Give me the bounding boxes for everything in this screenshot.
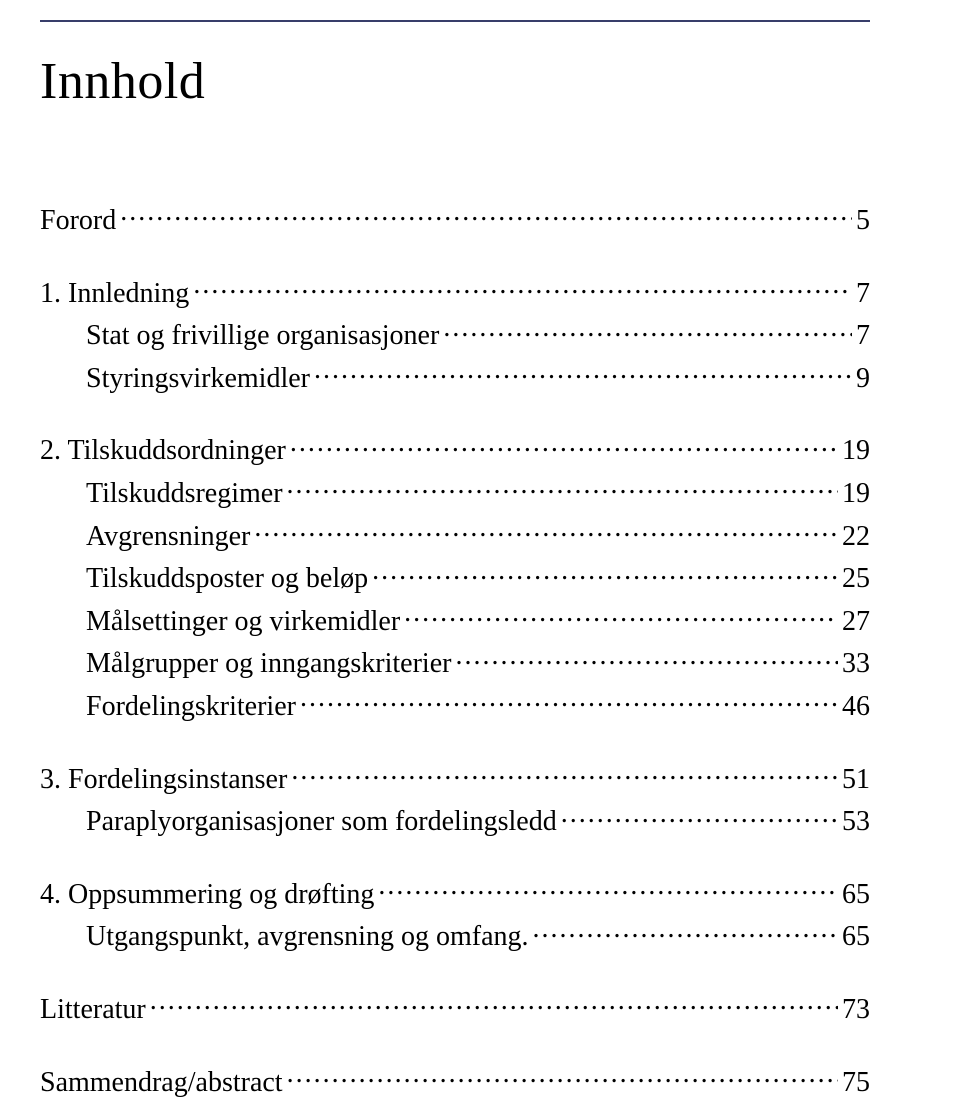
toc-entry-forord: Forord 5: [40, 201, 870, 238]
toc-page: 53: [842, 805, 870, 839]
toc-label: Avgrensninger: [86, 520, 250, 554]
toc-page: 75: [842, 1066, 870, 1099]
toc-leader-dots: [455, 644, 838, 672]
toc-label: Forord: [40, 204, 116, 238]
toc-leader-dots: [404, 602, 838, 630]
toc-entry-s4-1: Utgangspunkt, avgrensning og omfang. 65: [40, 917, 870, 954]
page: Innhold Forord 5 1. Innledning 7 Stat og…: [0, 0, 960, 1055]
toc-entry-s2: 2. Tilskuddsordninger 19: [40, 431, 870, 468]
toc-label: 1. Innledning: [40, 277, 189, 311]
toc-leader-dots: [443, 316, 852, 344]
toc-leader-dots: [254, 517, 838, 545]
toc-leader-dots: [314, 359, 852, 387]
toc-page: 7: [856, 277, 870, 311]
spacer: [40, 244, 870, 274]
toc-label: Styringsvirkemidler: [86, 362, 310, 396]
toc-leader-dots: [533, 917, 839, 945]
toc-label: 4. Oppsummering og drøfting: [40, 878, 374, 912]
toc-entry-s2-1: Tilskuddsregimer 19: [40, 474, 870, 511]
toc-page: 5: [856, 204, 870, 238]
spacer: [40, 401, 870, 431]
toc-label: Stat og frivillige organisasjoner: [86, 319, 439, 353]
toc-entry-s2-6: Fordelingskriterier 46: [40, 687, 870, 724]
toc-page: 7: [856, 319, 870, 353]
toc-page: 9: [856, 362, 870, 396]
page-title: Innhold: [40, 52, 870, 111]
toc-label: 3. Fordelingsinstanser: [40, 763, 287, 797]
toc-entry-s1-2: Styringsvirkemidler 9: [40, 359, 870, 396]
toc-leader-dots: [290, 431, 838, 459]
toc-entry-s2-3: Tilskuddsposter og beløp 25: [40, 559, 870, 596]
toc-label: Tilskuddsposter og beløp: [86, 562, 368, 596]
toc-label: Litteratur: [40, 993, 146, 1027]
spacer: [40, 730, 870, 760]
spacer: [40, 1033, 870, 1063]
toc-leader-dots: [120, 201, 852, 229]
toc-entry-s2-2: Avgrensninger 22: [40, 517, 870, 554]
toc-label: Tilskuddsregimer: [86, 477, 283, 511]
toc-entry-s2-5: Målgrupper og inngangskriterier 33: [40, 644, 870, 681]
toc-entry-s2-4: Målsettinger og virkemidler 27: [40, 602, 870, 639]
toc-label: 2. Tilskuddsordninger: [40, 434, 286, 468]
toc-leader-dots: [378, 875, 838, 903]
toc-leader-dots: [287, 474, 838, 502]
toc-page: 19: [842, 434, 870, 468]
spacer: [40, 960, 870, 990]
toc-page: 25: [842, 562, 870, 596]
toc-page: 27: [842, 605, 870, 639]
toc-label: Målgrupper og inngangskriterier: [86, 647, 451, 681]
toc-label: Målsettinger og virkemidler: [86, 605, 400, 639]
toc-label: Fordelingskriterier: [86, 690, 296, 724]
toc-leader-dots: [193, 274, 852, 302]
toc-label: Utgangspunkt, avgrensning og omfang.: [86, 920, 529, 954]
toc-entry-s4: 4. Oppsummering og drøfting 65: [40, 875, 870, 912]
toc-leader-dots: [561, 802, 838, 830]
toc-leader-dots: [150, 990, 838, 1018]
toc-leader-dots: [291, 760, 838, 788]
spacer: [40, 845, 870, 875]
toc-leader-dots: [300, 687, 838, 715]
toc-page: 33: [842, 647, 870, 681]
toc-label: Paraplyorganisasjoner som fordelingsledd: [86, 805, 557, 839]
toc-entry-s3-1: Paraplyorganisasjoner som fordelingsledd…: [40, 802, 870, 839]
table-of-contents: Forord 5 1. Innledning 7 Stat og frivill…: [40, 201, 870, 1099]
toc-page: 65: [842, 920, 870, 954]
toc-page: 73: [842, 993, 870, 1027]
toc-page: 46: [842, 690, 870, 724]
toc-leader-dots: [372, 559, 838, 587]
toc-page: 19: [842, 477, 870, 511]
toc-leader-dots: [287, 1063, 838, 1091]
toc-label: Sammendrag/abstract: [40, 1066, 283, 1099]
toc-entry-s1-1: Stat og frivillige organisasjoner 7: [40, 316, 870, 353]
toc-entry-s3: 3. Fordelingsinstanser 51: [40, 760, 870, 797]
top-rule: [40, 20, 870, 22]
toc-page: 65: [842, 878, 870, 912]
toc-page: 51: [842, 763, 870, 797]
toc-page: 22: [842, 520, 870, 554]
toc-entry-sammendrag: Sammendrag/abstract 75: [40, 1063, 870, 1099]
toc-entry-litteratur: Litteratur 73: [40, 990, 870, 1027]
toc-entry-s1: 1. Innledning 7: [40, 274, 870, 311]
